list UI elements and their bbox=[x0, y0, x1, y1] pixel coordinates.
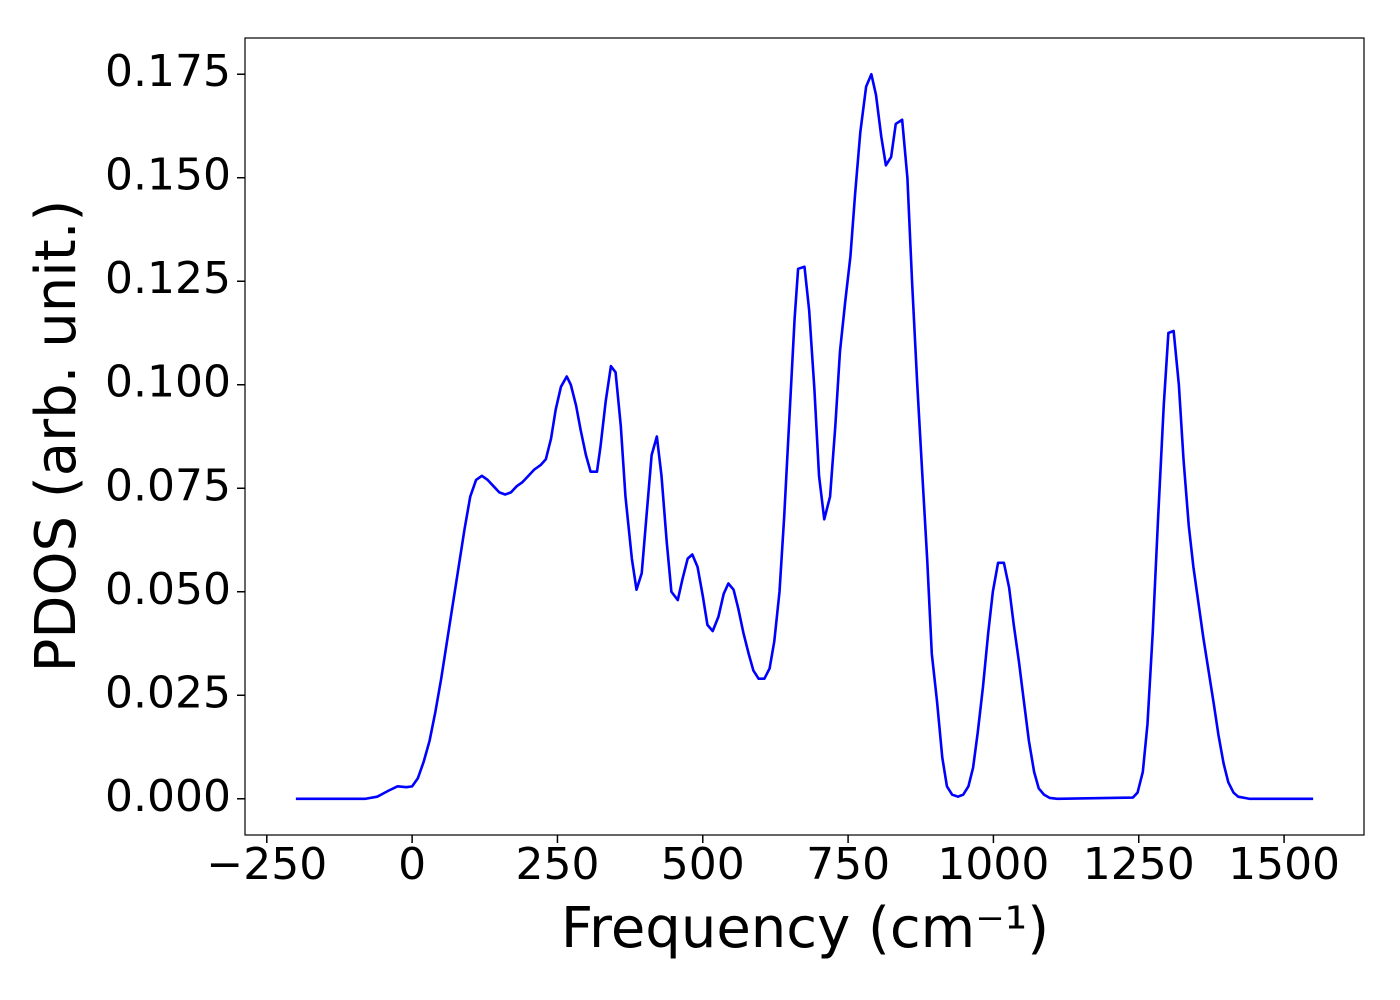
x-tick-label: 0 bbox=[398, 839, 426, 890]
y-tick-label: 0.125 bbox=[105, 253, 231, 304]
line-series bbox=[295, 72, 1314, 801]
x-tick-label: 250 bbox=[515, 839, 599, 890]
y-tick-label: 0.150 bbox=[105, 150, 231, 201]
y-tick-label: 0.175 bbox=[105, 46, 231, 97]
y-tick-label: 0.000 bbox=[105, 771, 231, 822]
x-tick-label: −250 bbox=[206, 839, 327, 890]
x-tick-label: 1500 bbox=[1228, 839, 1340, 890]
y-tick-label: 0.100 bbox=[105, 357, 231, 408]
x-tick-label: 500 bbox=[661, 839, 745, 890]
plot-frame bbox=[244, 37, 1365, 836]
y-axis-label: PDOS (arb. unit.) bbox=[24, 200, 89, 673]
y-tick-label: 0.025 bbox=[105, 667, 231, 718]
x-tick-label: 1000 bbox=[937, 839, 1049, 890]
y-tick-label: 0.050 bbox=[105, 564, 231, 615]
x-tick-label: 750 bbox=[806, 839, 890, 890]
y-tick-label: 0.075 bbox=[105, 460, 231, 511]
x-axis-label: Frequency (cm⁻¹) bbox=[561, 896, 1049, 961]
x-tick-label: 1250 bbox=[1083, 839, 1195, 890]
